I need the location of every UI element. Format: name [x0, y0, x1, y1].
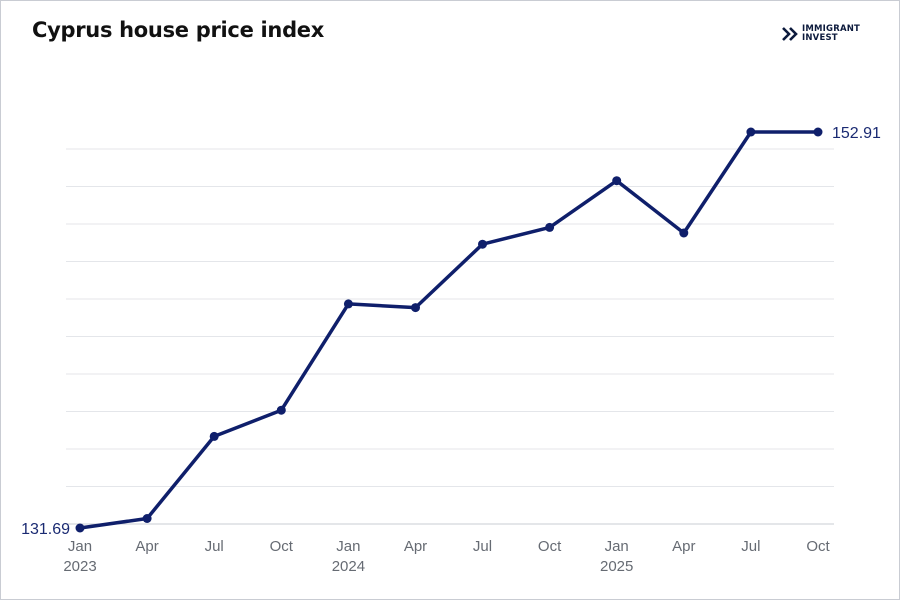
data-point — [746, 127, 756, 137]
chart-title: Cyprus house price index — [32, 18, 324, 42]
x-tick-label: Jan — [336, 538, 360, 555]
x-tick-label: Apr — [672, 538, 695, 555]
brand-name-line1: IMMIGRANT — [802, 24, 861, 34]
data-point — [276, 405, 286, 415]
x-tick-label: Oct — [806, 538, 830, 555]
data-point — [679, 228, 689, 238]
x-tick-label: Jul — [473, 538, 492, 555]
x-year-label: 2023 — [63, 558, 96, 575]
x-tick-label: Oct — [270, 538, 294, 555]
x-tick-label: Jan — [68, 538, 92, 555]
data-point — [75, 523, 85, 533]
series-group — [75, 127, 823, 533]
x-tick-label: Jul — [741, 538, 760, 555]
data-point — [612, 176, 622, 186]
data-point — [545, 222, 555, 232]
data-point — [813, 127, 823, 137]
brand-logo[interactable]: IMMIGRANT INVEST — [782, 25, 860, 43]
x-tick-label: Jan — [605, 538, 629, 555]
double-chevron-right-icon — [782, 27, 798, 41]
brand-name: IMMIGRANT INVEST — [802, 25, 860, 43]
data-point — [411, 303, 420, 313]
data-point — [343, 299, 353, 309]
gridlines — [66, 148, 834, 525]
x-axis-ticks: Jan Apr Jul Oct Jan Apr Jul Oct Jan Apr Jul Oct 2023… — [63, 538, 830, 575]
x-tick-label: Jul — [205, 538, 224, 555]
x-year-label: 2024 — [332, 558, 365, 575]
series-line — [78, 130, 820, 530]
data-point — [478, 239, 487, 249]
data-labels: 131.69 152.91 — [21, 125, 881, 538]
data-label: 152.91 — [832, 125, 881, 142]
data-point — [209, 431, 219, 441]
x-tick-label: Apr — [404, 538, 427, 555]
data-point — [142, 514, 152, 523]
data-label: 131.69 — [21, 521, 70, 538]
x-tick-label: Apr — [135, 538, 158, 555]
x-year-label: 2025 — [600, 558, 633, 575]
brand-name-line2: INVEST — [802, 33, 838, 43]
x-tick-label: Oct — [538, 538, 562, 555]
